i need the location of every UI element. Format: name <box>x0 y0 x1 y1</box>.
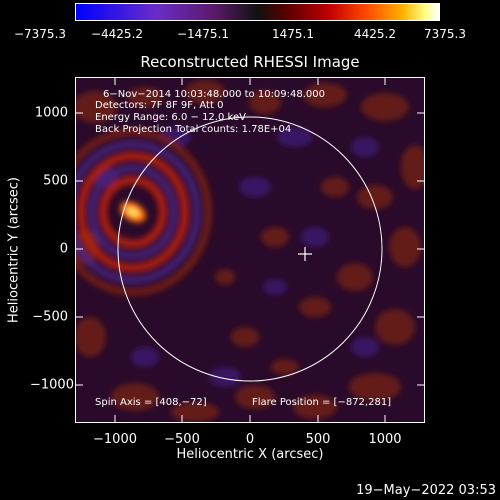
x-tick-label: −500 <box>164 432 200 447</box>
colorbar <box>75 3 440 21</box>
y-tick-label: −500 <box>32 309 68 325</box>
colorbar-tick: −7375.3 <box>13 27 67 41</box>
colorbar-tick: 7375.3 <box>424 27 466 41</box>
x-tick-label: 0 <box>245 432 255 447</box>
image-pattern <box>75 80 425 422</box>
flare-position-label: Flare Position = [−872,281] <box>252 397 392 408</box>
colorbar-tick: 1475.1 <box>272 27 314 41</box>
y-tick-label: 1000 <box>34 105 68 121</box>
spin-axis-cross <box>298 247 312 261</box>
y-tick-label: −1000 <box>30 377 74 393</box>
colorbar-tick: −1475.1 <box>176 27 230 41</box>
render-timestamp: 19−May−2022 03:53 <box>356 483 496 498</box>
annotation-time-range: 6−Nov−2014 10:03:48.000 to 10:09:48.000 <box>103 89 326 100</box>
annotation-method-counts: Back Projection Total counts: 1.78E+04 <box>95 124 292 135</box>
colorbar-tick: 4425.2 <box>354 27 396 41</box>
annotation-energy-range: Energy Range: 6.0 − 12.0 keV <box>95 112 246 123</box>
solar-image-plot <box>75 77 425 423</box>
x-tick-label: 1000 <box>368 432 402 447</box>
y-tick-label: 500 <box>43 173 68 189</box>
x-tick-label: −1000 <box>93 432 137 447</box>
spin-axis-label: Spin Axis = [408,−72] <box>95 397 207 408</box>
x-tick-label: 500 <box>305 432 331 447</box>
solar-limb <box>117 116 383 382</box>
y-axis-label: Heliocentric Y (arcsec) <box>6 177 22 323</box>
colorbar-tick: −4425.2 <box>90 27 144 41</box>
x-axis-label: Heliocentric X (arcsec) <box>176 447 324 462</box>
annotation-detectors: Detectors: 7F 8F 9F, Att 0 <box>95 100 224 111</box>
image-title: Reconstructed RHESSI Image <box>140 53 360 71</box>
y-tick-label: 0 <box>59 241 68 257</box>
